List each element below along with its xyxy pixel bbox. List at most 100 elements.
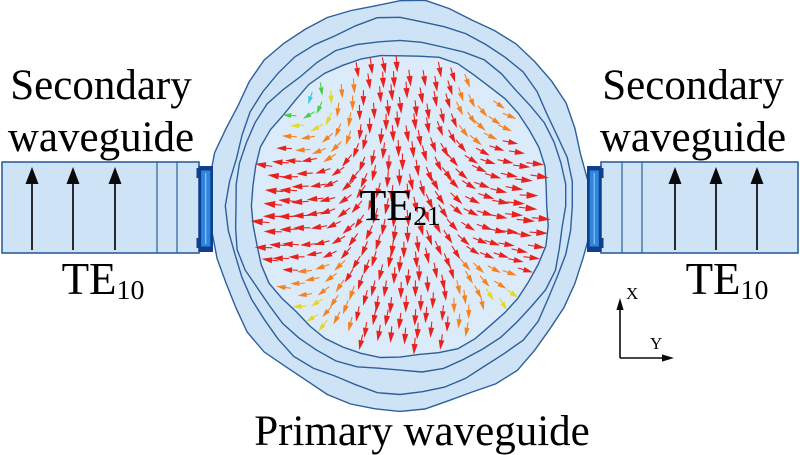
field-vector-head [250,218,263,226]
field-vector-tail [484,239,491,243]
field-vector-tail [502,140,509,143]
field-vector-tail [488,115,494,121]
field-vector-tail [373,164,377,172]
e-field-arrow-head [108,167,122,184]
field-vector-head [403,301,410,313]
field-vector-head [429,142,437,153]
field-vector-tail [329,208,336,212]
field-vector-head [491,266,502,273]
field-vector-tail [369,225,373,232]
field-vector-tail [393,210,396,218]
field-vector-head [333,315,340,325]
field-vector-head [484,252,495,259]
field-vector-tail [476,223,483,227]
field-vector-tail [390,296,393,304]
field-vector-head [280,173,292,181]
field-vector-head [391,216,398,228]
field-vector-head [441,290,448,302]
field-vector-head [321,134,331,143]
field-vector-tail [317,197,324,200]
field-vector-tail [323,263,330,267]
field-vector-tail [262,221,270,224]
e-field-arrow-head [668,167,682,184]
field-vector-head [464,222,476,231]
field-vector-head [483,192,495,200]
field-vector-head [464,78,470,88]
field-vector-tail [334,294,339,301]
field-vector-tail [485,288,490,294]
primary-label-text: Primary waveguide [254,408,590,455]
right-secondary-waveguide [600,161,799,254]
field-vector-head [397,318,404,330]
field-vector-head [339,89,345,99]
field-vector-tail [369,58,372,65]
field-vector-head [460,128,469,138]
field-vector-tail [498,242,505,245]
field-vector-head [433,223,441,234]
primary-waveguide-label: Primary waveguide [212,406,632,455]
field-vector-head [519,162,531,170]
field-vector-head [357,129,364,140]
field-vector-tail [330,153,337,158]
field-vector-head [416,271,423,282]
axis-y-label: Y [650,334,663,353]
field-vector-tail [502,112,509,116]
field-vector-tail [375,208,379,215]
field-vector-tail [511,248,518,251]
field-vector-tail [426,229,430,237]
field-vector-head [391,273,398,285]
field-vector-head [457,91,464,102]
field-vector-head [430,298,437,309]
te21-mode-label: TE21 [330,180,470,233]
field-vector-head [345,135,352,146]
field-vector-tail [479,275,485,281]
field-vector-tail [433,90,436,98]
field-vector-tail [458,313,461,320]
field-vector-head [340,249,350,260]
field-vector-tail [319,82,322,88]
field-vector-head [291,183,303,190]
field-vector-tail [355,62,358,69]
field-vector-tail [493,252,500,256]
field-vector-head [300,134,310,140]
field-vector-head [341,182,352,191]
field-vector-tail [381,57,385,64]
field-vector-head [264,187,277,195]
field-vector-head [318,322,326,332]
field-vector-head [254,244,266,251]
coupler-flange-tab [600,168,604,178]
field-vector-head [397,288,405,299]
field-vector-tail [359,124,362,131]
field-vector-head [414,242,421,253]
field-vector-head [507,139,519,145]
field-vector-head [513,199,526,206]
field-vector-tail [327,306,333,311]
field-vector-head [403,131,410,143]
field-vector-tail [419,180,423,187]
field-vector-tail [360,334,364,341]
field-vector-head [498,251,509,258]
field-vector-tail [450,113,454,120]
field-vector-tail [422,70,425,77]
field-vector-head [380,224,387,236]
field-vector-head [413,165,421,177]
coupler-flange-tab [600,238,604,248]
field-vector-tail [349,222,355,228]
field-vector-tail [386,309,389,316]
field-vector-head [525,204,538,212]
te10-label-right: TE10 [652,252,800,308]
field-vector-tail [468,94,472,100]
field-vector-head [495,186,508,194]
field-vector-head [507,228,519,235]
field-vector-head [465,274,473,284]
field-vector-tail [467,111,472,117]
field-vector-head [475,264,485,274]
field-vector-head [344,272,353,283]
te21-sub: 21 [413,200,441,231]
waveguide-rect [1,161,200,254]
field-vector-tail [373,280,376,287]
field-vector-tail [337,311,341,317]
field-vector-head [363,264,370,275]
field-vector-tail [523,256,530,259]
field-vector-tail [479,251,486,256]
